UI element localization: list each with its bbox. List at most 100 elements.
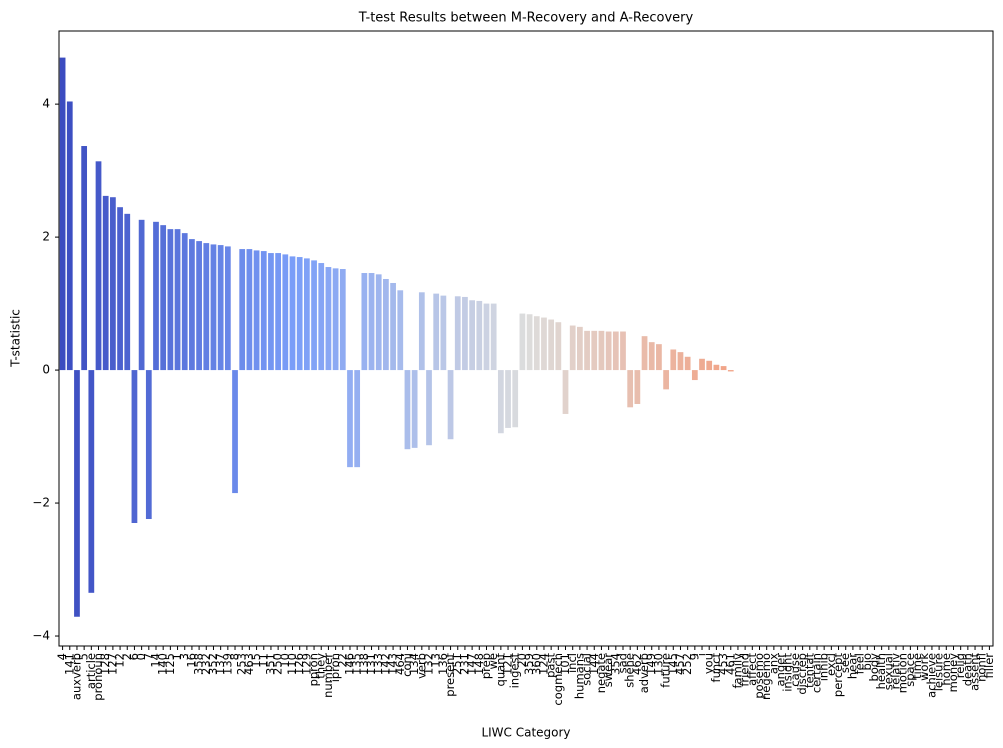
bar [66, 101, 73, 371]
x-tick-label: 124 [536, 653, 550, 675]
x-tick-label: 9 [687, 653, 701, 660]
x-tick-label: 461 [723, 653, 737, 675]
x-tick-label: verb [414, 653, 428, 679]
bar [519, 313, 526, 371]
bar [584, 330, 590, 371]
x-tick-label: prep [479, 653, 493, 679]
bar [131, 370, 138, 523]
bar [189, 239, 195, 371]
bar [81, 146, 88, 371]
x-tick-label: 360 [529, 653, 543, 675]
x-tick-label: 5 [77, 653, 91, 660]
bar [303, 258, 310, 371]
bar [634, 370, 641, 404]
x-tick-label: percept [831, 653, 845, 698]
x-tick-label: 231 [457, 653, 471, 675]
x-tick-label: filler [982, 653, 996, 679]
x-tick-label: 141 [62, 653, 76, 675]
bar [124, 213, 131, 371]
bar [383, 278, 389, 371]
y-tick-label: −2 [32, 496, 50, 510]
bar [727, 370, 734, 372]
x-tick-label: relativ [889, 653, 903, 689]
x-tick-label: anger [774, 653, 788, 687]
plot-frame [58, 30, 994, 647]
x-tick-label: cause [788, 653, 802, 687]
x-tick-label: 126 [292, 653, 306, 675]
x-tick-label: adverb [637, 653, 651, 693]
x-tick-label: 352 [206, 653, 220, 675]
x-tick-label: hear [845, 653, 859, 679]
x-tick-label: incl [565, 653, 579, 673]
x-tick-label: 13 [429, 653, 443, 668]
bar [454, 296, 461, 371]
bar [210, 244, 217, 371]
bar [447, 370, 454, 440]
x-tick-label: we [486, 653, 500, 669]
y-tick-label: 2 [42, 230, 50, 244]
bar [713, 364, 720, 371]
x-tick-label: body [867, 653, 881, 682]
x-tick-label: relig [953, 653, 967, 678]
bar [577, 326, 583, 371]
bar [325, 267, 332, 371]
bar [296, 257, 303, 371]
x-tick-label: 3 [177, 653, 191, 660]
x-tick-label: 15 [249, 653, 263, 668]
x-tick-label: 130 [651, 653, 665, 675]
x-tick-label: article [84, 653, 98, 689]
x-tick-label: 133 [371, 653, 385, 675]
bar [181, 233, 188, 371]
x-tick-label: 146 [342, 653, 356, 675]
x-tick-label: 121 [501, 653, 515, 675]
x-tick-label: anx [766, 653, 780, 674]
bar [440, 295, 447, 371]
bar [311, 260, 317, 371]
x-tick-label: 149 [644, 653, 658, 675]
bar [117, 207, 123, 371]
bar [361, 273, 368, 371]
x-tick-label: future [659, 653, 673, 688]
bar [275, 253, 282, 371]
x-axis-label: LIWC Category [481, 726, 570, 740]
bar [232, 370, 238, 494]
x-tick-label: posemo [752, 653, 766, 699]
x-tick-label: affect [745, 653, 759, 686]
bar [620, 331, 626, 371]
bar [648, 342, 655, 371]
x-tick-label: 354 [608, 653, 622, 675]
x-tick-label: 140 [156, 653, 170, 675]
x-tick-label: nonfl [975, 653, 989, 682]
x-tick-label: work [917, 653, 931, 681]
x-tick-label: 101 [558, 653, 572, 675]
x-tick-label: 148 [472, 653, 486, 675]
y-tick-label: −4 [32, 629, 50, 643]
x-tick-label: 129 [299, 653, 313, 675]
x-tick-label: 358 [192, 653, 206, 675]
bar [483, 303, 490, 371]
x-tick-label: ppron [307, 653, 321, 686]
bar [95, 161, 102, 371]
bar [153, 221, 159, 371]
x-tick-label: 464 [393, 653, 407, 675]
x-tick-label: 137 [213, 653, 227, 675]
bar [526, 314, 533, 371]
bar [375, 274, 382, 371]
x-tick-label: death [960, 653, 974, 686]
bar [469, 300, 475, 371]
x-tick-label: health [874, 653, 888, 689]
x-tick-label: pronoun [91, 653, 105, 701]
x-tick-label: leisure [932, 653, 946, 691]
x-tick-label: 253 [235, 653, 249, 675]
bar [282, 254, 289, 371]
x-tick-label: 131 [364, 653, 378, 675]
bar [260, 251, 267, 371]
bar [404, 370, 411, 450]
bar [217, 245, 224, 371]
bar [677, 352, 684, 371]
y-tick-label: 4 [42, 97, 50, 111]
x-tick-label: discrep [795, 653, 809, 695]
x-tick-label: 135 [350, 653, 364, 675]
bar [490, 303, 497, 371]
